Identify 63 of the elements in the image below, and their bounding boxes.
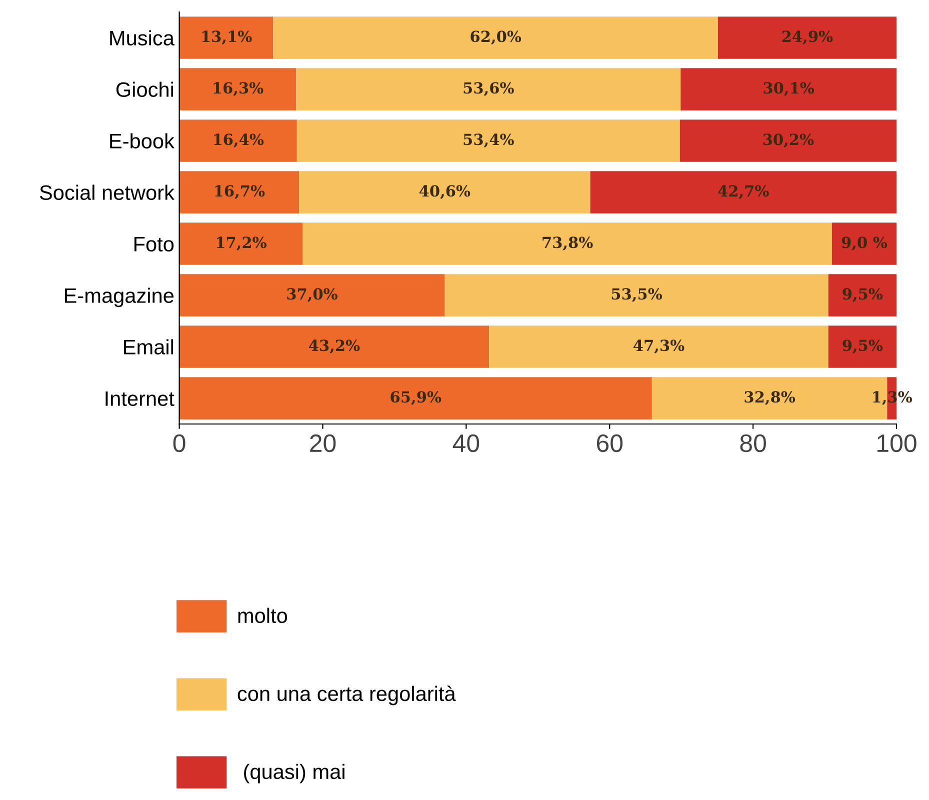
bar — [299, 171, 590, 214]
data-label: 9,5% — [842, 288, 883, 302]
bar — [179, 326, 490, 368]
x-tick-label: 0 — [173, 434, 186, 452]
x-tick-label: 60 — [596, 434, 623, 452]
bar — [179, 274, 445, 316]
data-label: 16,3% — [214, 82, 264, 96]
data-label: 30,2% — [763, 134, 814, 148]
data-label: 16,7% — [215, 185, 265, 199]
bar — [179, 222, 303, 265]
data-label: 42,7% — [718, 185, 769, 199]
bar — [828, 326, 896, 368]
data-label: 40,6% — [419, 185, 470, 199]
y-tick-label: Email — [124, 339, 174, 355]
data-label: 37,0% — [287, 288, 338, 302]
data-label: 9,5% — [842, 340, 883, 354]
bar — [680, 68, 896, 110]
y-tick-label: Internet — [106, 391, 174, 406]
data-label: 13,1% — [202, 30, 252, 44]
bar — [179, 377, 652, 420]
bar — [828, 274, 896, 316]
y-tick-label: Musica — [110, 30, 174, 46]
y-tick-label: Foto — [134, 236, 174, 252]
data-label: 9,0 % — [842, 236, 888, 250]
y-tick-label: Social network — [40, 184, 174, 200]
bar — [179, 16, 274, 59]
bar — [179, 68, 296, 110]
data-label: 1,3% — [873, 391, 912, 405]
bar — [832, 222, 896, 265]
bar — [444, 274, 828, 316]
x-tick-label: 100 — [878, 434, 916, 452]
data-label: 17,2% — [216, 236, 266, 250]
bar — [680, 120, 896, 162]
data-label: 53,5% — [612, 288, 662, 302]
y-tick-label: E-book — [110, 133, 174, 149]
legend-label: con una certa regolarità — [238, 686, 456, 706]
y-tick-label: Giochi — [116, 82, 174, 98]
bar — [179, 120, 297, 162]
bar — [718, 16, 896, 59]
data-label: 32,8% — [744, 391, 796, 405]
bar — [590, 171, 896, 214]
data-label: 43,2% — [308, 340, 360, 354]
data-label: 47,3% — [634, 340, 684, 354]
bar — [302, 222, 832, 265]
bar — [273, 16, 718, 59]
data-label: 53,6% — [464, 82, 514, 96]
bar — [296, 68, 681, 110]
data-label: 16,4% — [214, 134, 264, 148]
bar — [489, 326, 828, 368]
bar — [296, 120, 680, 162]
data-label: 73,8% — [542, 236, 593, 250]
data-label: 65,9% — [390, 391, 442, 405]
x-tick-label: 20 — [310, 434, 336, 452]
y-tick-label: E-magazine — [64, 288, 174, 308]
data-label: 24,9% — [782, 30, 833, 44]
bar — [179, 171, 300, 214]
legend-label: (quasi) mai — [244, 764, 344, 784]
data-label: 53,4% — [464, 134, 514, 148]
legend-label: molto — [238, 608, 288, 624]
data-label: 30,1% — [764, 82, 814, 96]
x-tick-label: 40 — [452, 434, 480, 452]
x-tick-label: 80 — [740, 434, 766, 452]
data-label: 62,0% — [470, 30, 522, 44]
